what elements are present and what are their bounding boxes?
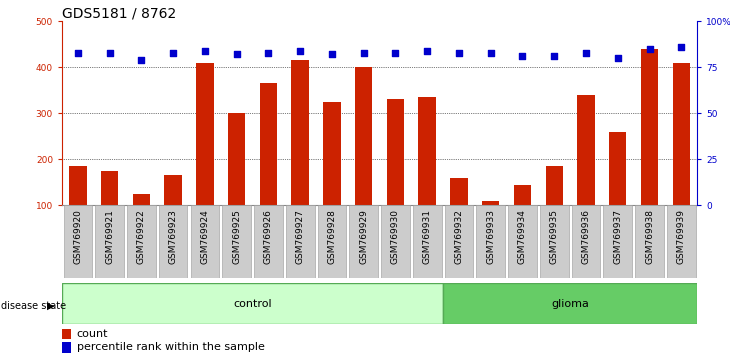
Bar	[443, 283, 697, 324]
Point	[167, 50, 179, 55]
Text: GSM769921: GSM769921	[105, 209, 114, 264]
Text: GSM769931: GSM769931	[423, 209, 431, 264]
Bar	[164, 175, 182, 205]
FancyBboxPatch shape	[64, 205, 92, 278]
Bar	[672, 63, 690, 205]
FancyBboxPatch shape	[604, 205, 632, 278]
Bar	[228, 113, 245, 205]
Point	[104, 50, 115, 55]
FancyBboxPatch shape	[223, 205, 251, 278]
Text: GSM769927: GSM769927	[296, 209, 304, 264]
Bar	[101, 171, 118, 205]
Bar	[196, 63, 214, 205]
FancyBboxPatch shape	[508, 205, 537, 278]
Text: GSM769939: GSM769939	[677, 209, 685, 264]
Text: GSM769923: GSM769923	[169, 209, 177, 264]
Text: GSM769920: GSM769920	[74, 209, 82, 264]
Bar	[323, 102, 341, 205]
FancyBboxPatch shape	[635, 205, 664, 278]
FancyBboxPatch shape	[127, 205, 155, 278]
Text: ▶: ▶	[47, 301, 55, 311]
Point	[358, 50, 369, 55]
Text: GDS5181 / 8762: GDS5181 / 8762	[62, 6, 177, 20]
FancyBboxPatch shape	[667, 205, 696, 278]
FancyBboxPatch shape	[413, 205, 442, 278]
Text: GSM769935: GSM769935	[550, 209, 558, 264]
Text: GSM769922: GSM769922	[137, 209, 146, 264]
Point	[580, 50, 592, 55]
Point	[675, 44, 687, 50]
Text: GSM769924: GSM769924	[201, 209, 210, 264]
FancyBboxPatch shape	[572, 205, 600, 278]
Text: GSM769938: GSM769938	[645, 209, 654, 264]
Bar	[577, 95, 595, 205]
Point	[136, 57, 147, 63]
Point	[485, 50, 496, 55]
Bar	[260, 84, 277, 205]
Point	[326, 52, 338, 57]
FancyBboxPatch shape	[540, 205, 569, 278]
Bar	[387, 99, 404, 205]
FancyBboxPatch shape	[254, 205, 283, 278]
Point	[390, 50, 402, 55]
Text: control: control	[234, 298, 272, 309]
Text: glioma: glioma	[551, 298, 589, 309]
Point	[517, 53, 529, 59]
Text: GSM769930: GSM769930	[391, 209, 400, 264]
Bar	[62, 283, 443, 324]
Bar	[291, 60, 309, 205]
Point	[72, 50, 84, 55]
FancyBboxPatch shape	[318, 205, 346, 278]
Text: percentile rank within the sample: percentile rank within the sample	[77, 342, 264, 352]
FancyBboxPatch shape	[286, 205, 315, 278]
Bar	[62, 342, 72, 353]
Text: GSM769925: GSM769925	[232, 209, 241, 264]
Text: count: count	[77, 329, 108, 339]
FancyBboxPatch shape	[191, 205, 219, 278]
Text: GSM769936: GSM769936	[582, 209, 591, 264]
Point	[548, 53, 560, 59]
Text: GSM769937: GSM769937	[613, 209, 622, 264]
FancyBboxPatch shape	[350, 205, 378, 278]
Bar	[545, 166, 563, 205]
Point	[453, 50, 465, 55]
FancyBboxPatch shape	[477, 205, 505, 278]
Point	[199, 48, 211, 53]
Text: GSM769932: GSM769932	[455, 209, 464, 264]
Bar	[514, 185, 531, 205]
Bar	[450, 178, 468, 205]
Bar	[355, 67, 372, 205]
Text: GSM769933: GSM769933	[486, 209, 495, 264]
Bar	[62, 329, 72, 339]
Point	[263, 50, 274, 55]
FancyBboxPatch shape	[96, 205, 124, 278]
Text: GSM769929: GSM769929	[359, 209, 368, 264]
Bar	[133, 194, 150, 205]
Bar	[609, 132, 626, 205]
Text: GSM769928: GSM769928	[328, 209, 337, 264]
Bar	[69, 166, 87, 205]
Text: GSM769934: GSM769934	[518, 209, 527, 264]
Point	[644, 46, 656, 52]
FancyBboxPatch shape	[445, 205, 473, 278]
Bar	[641, 49, 658, 205]
Point	[294, 48, 306, 53]
Bar	[418, 97, 436, 205]
Point	[421, 48, 433, 53]
Point	[612, 55, 623, 61]
Text: GSM769926: GSM769926	[264, 209, 273, 264]
Point	[231, 52, 242, 57]
Text: disease state: disease state	[1, 301, 66, 311]
FancyBboxPatch shape	[159, 205, 188, 278]
Bar	[482, 201, 499, 205]
FancyBboxPatch shape	[381, 205, 410, 278]
